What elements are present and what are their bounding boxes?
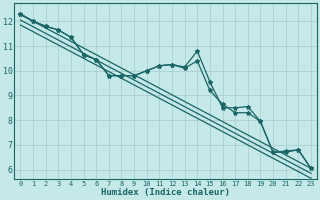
X-axis label: Humidex (Indice chaleur): Humidex (Indice chaleur) <box>101 188 230 197</box>
